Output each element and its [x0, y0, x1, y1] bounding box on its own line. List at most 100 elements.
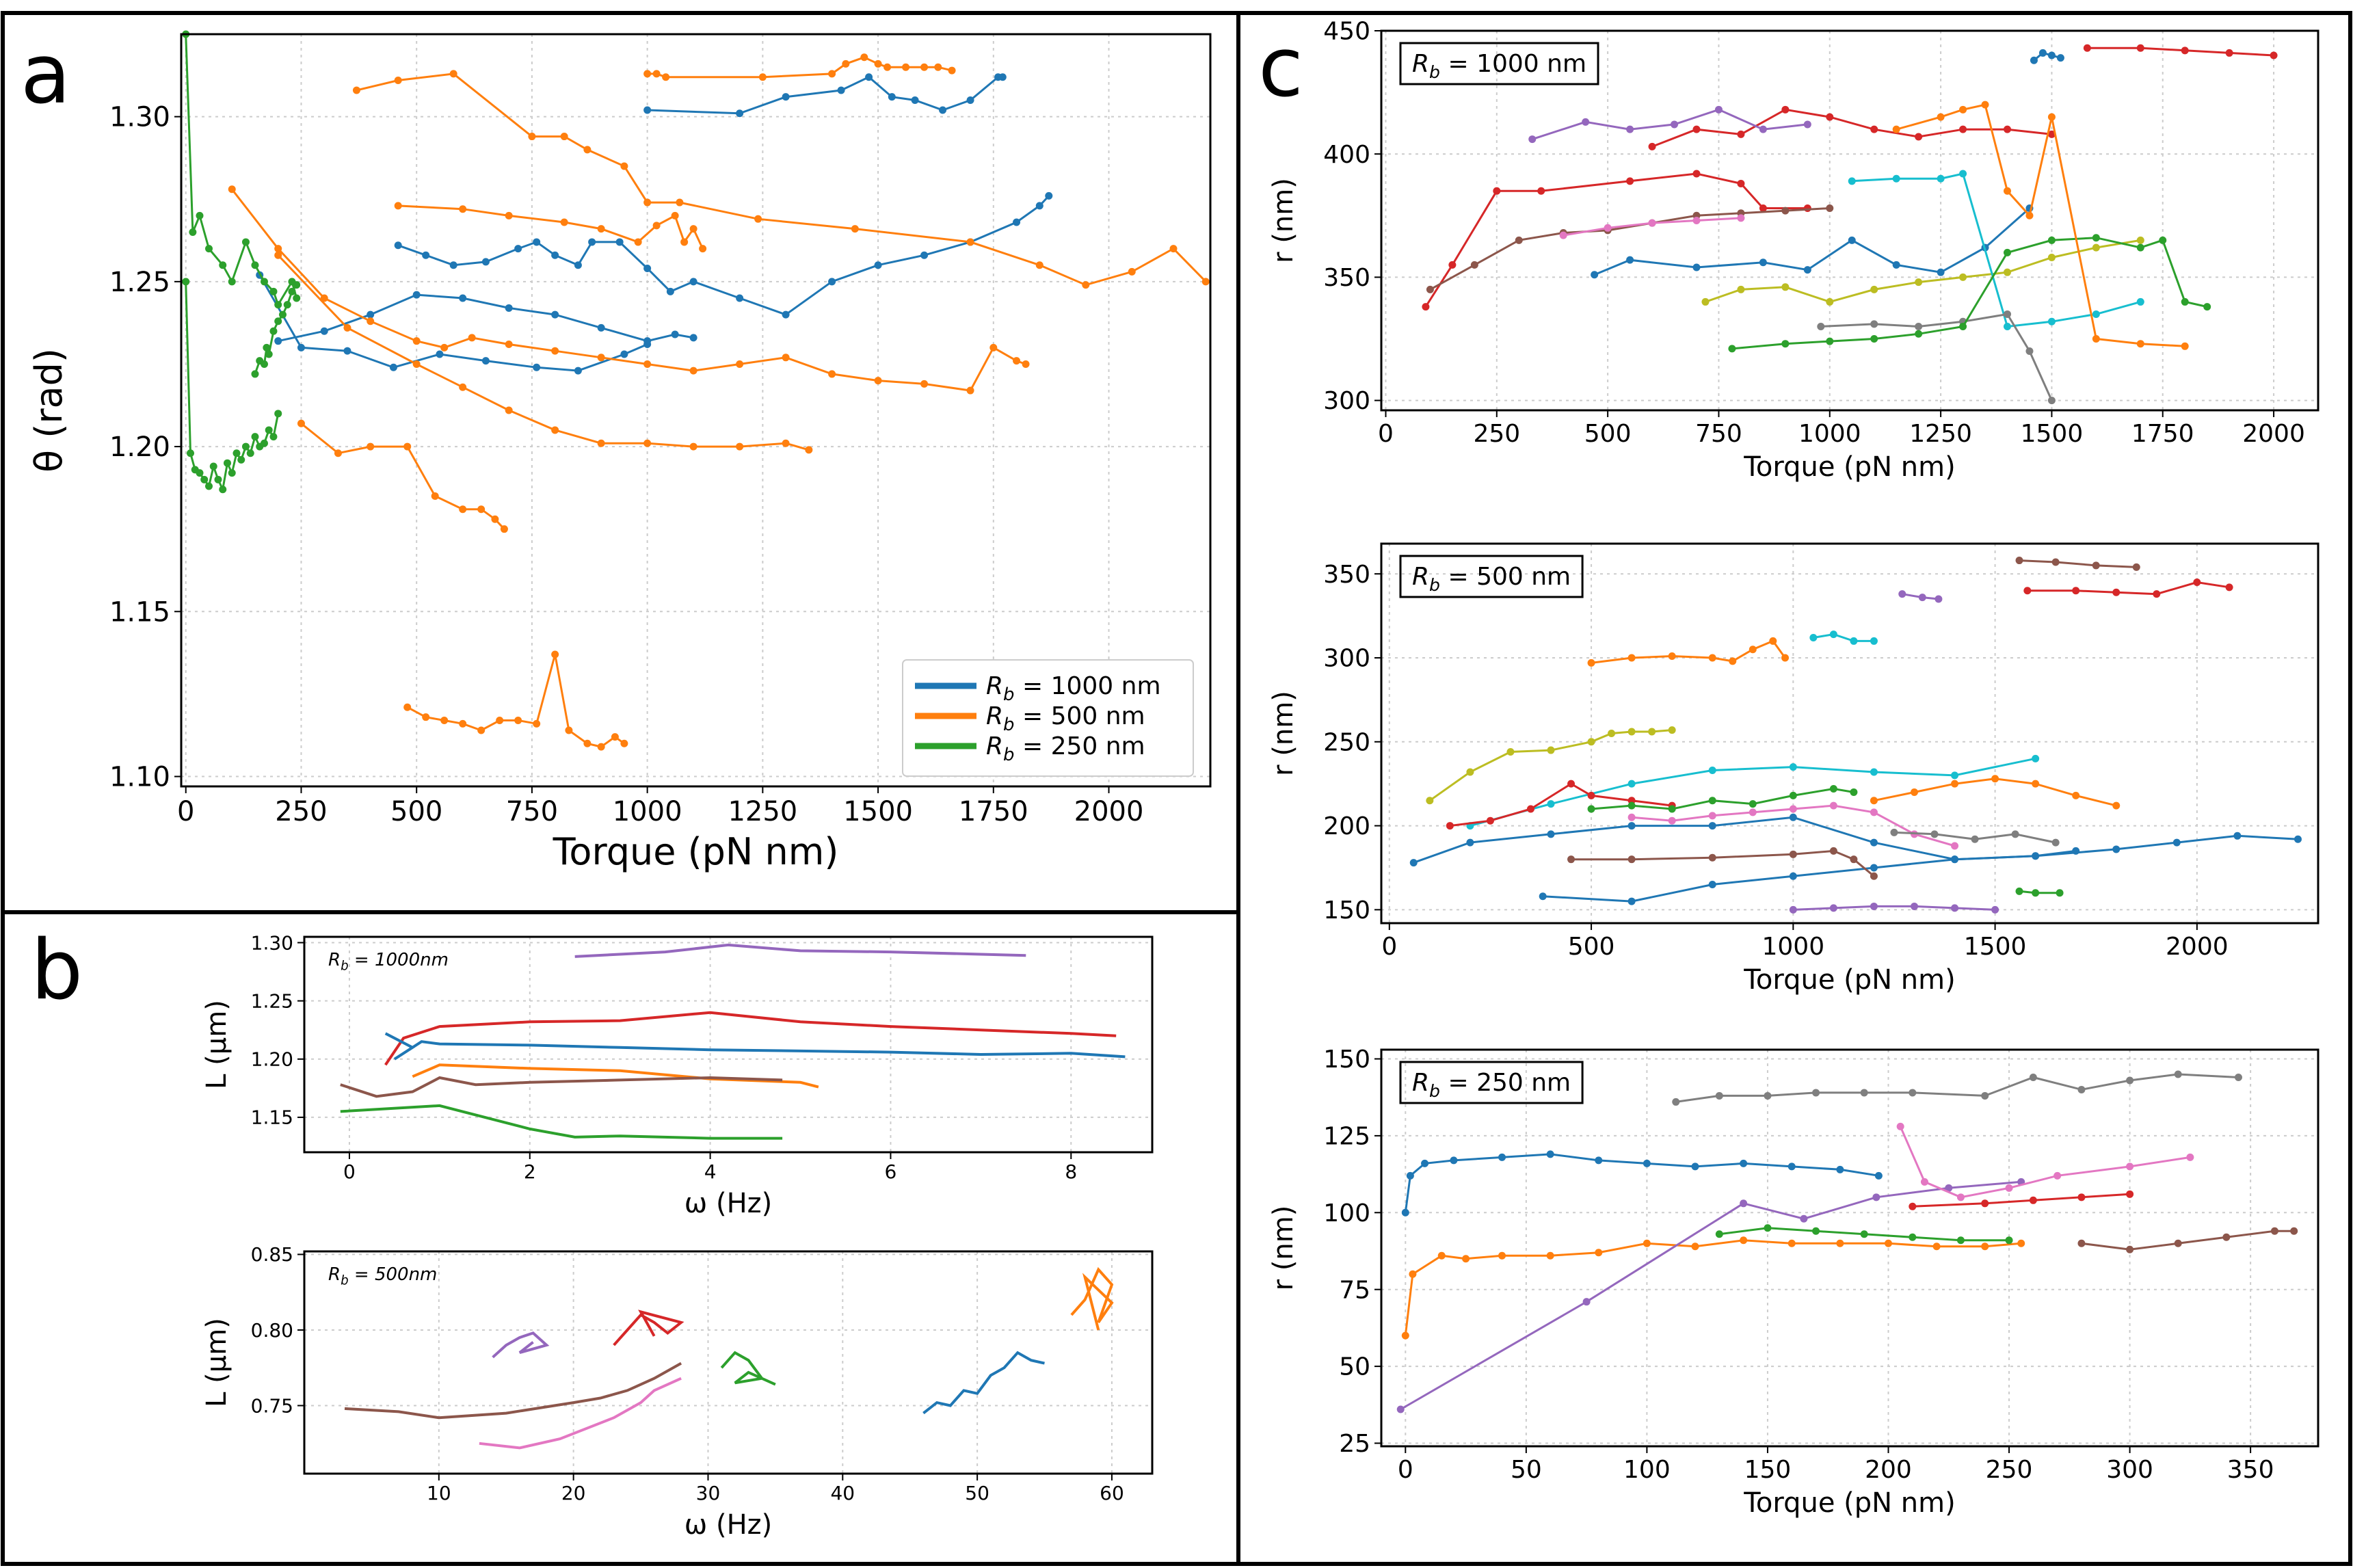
data-point [505, 406, 513, 414]
data-point [1937, 113, 1945, 121]
legend-label: Rb = 250 nm [986, 732, 1145, 765]
series-line-green [340, 1104, 783, 1140]
data-point [260, 278, 268, 286]
data-point [1951, 780, 1959, 788]
data-point [1737, 285, 1745, 293]
rb-tag-subscript: b [341, 1274, 349, 1288]
data-point [352, 86, 360, 94]
data-point [2030, 56, 2038, 64]
data-point [1740, 1199, 1748, 1208]
data-point [689, 442, 697, 451]
data-point [505, 211, 513, 220]
data-point [1789, 763, 1797, 771]
data-point [1870, 872, 1878, 880]
data-point [2126, 1162, 2134, 1171]
data-point [2092, 561, 2100, 570]
data-point [2136, 236, 2144, 244]
data-point [412, 337, 421, 345]
data-point [1547, 800, 1555, 808]
data-point [1789, 791, 1797, 799]
data-point [2038, 49, 2047, 57]
data-point [2047, 236, 2056, 244]
rb-tag-symbol: R [328, 950, 341, 970]
data-point [574, 367, 582, 375]
data-point [2029, 1073, 2037, 1081]
data-point [920, 63, 929, 71]
data-point [1959, 105, 1967, 114]
data-point [459, 294, 467, 302]
data-point [1749, 808, 1757, 816]
rb-tag-box [1399, 42, 1599, 85]
data-point [2047, 254, 2056, 262]
data-point [1800, 1214, 1808, 1223]
rb-tag-value: = 500nm [349, 1264, 438, 1285]
data-point [643, 265, 652, 273]
data-point [209, 462, 217, 470]
data-point [998, 73, 1007, 81]
data-point [1128, 267, 1136, 276]
data-point [1691, 1162, 1699, 1171]
legend-label-value: = 250 nm [1015, 732, 1145, 760]
data-point [1498, 1251, 1506, 1260]
series-line-red [613, 1310, 684, 1346]
data-point [1850, 855, 1858, 864]
data-point [643, 341, 652, 349]
data-point [251, 370, 259, 378]
rb-tag: Rb = 1000 nm [1412, 50, 1586, 82]
data-point [1991, 775, 1999, 783]
data-point [1910, 788, 1918, 796]
legend-label: Rb = 500 nm [986, 702, 1145, 735]
rb-tag-subscript: b [1429, 575, 1440, 595]
x-tick-label: 0 [1378, 420, 1394, 448]
data-point [1582, 1298, 1591, 1306]
data-point [2112, 588, 2121, 596]
rb-tag-value: = 500 nm [1440, 563, 1571, 591]
data-point [1715, 1230, 1723, 1238]
data-point [1627, 654, 1636, 662]
data-point [1546, 1150, 1554, 1158]
x-tick-label: 1500 [2021, 420, 2084, 448]
data-point [1426, 285, 1434, 293]
data-point [477, 505, 486, 514]
data-point [689, 278, 697, 286]
data-point [533, 719, 541, 728]
data-point [689, 225, 697, 233]
y-tick-label: 1.20 [109, 431, 170, 463]
data-point [1401, 1208, 1409, 1217]
data-point [1671, 120, 1679, 129]
x-tick-label: 40 [830, 1482, 855, 1504]
y-tick-label: 25 [1339, 1430, 1370, 1458]
data-point [1764, 1224, 1772, 1232]
data-point [583, 739, 591, 747]
data-point [2270, 51, 2278, 59]
data-point [422, 251, 430, 259]
data-point [805, 446, 813, 454]
data-point [1826, 337, 1834, 345]
data-point [1498, 1153, 1506, 1161]
data-point [1749, 800, 1757, 808]
data-point [1643, 1239, 1651, 1247]
data-point [1870, 768, 1878, 776]
data-point [1848, 177, 1856, 185]
data-point [214, 475, 222, 483]
data-point [1937, 174, 1945, 183]
data-point [1951, 771, 1959, 780]
data-point [1870, 125, 1878, 133]
data-point [2047, 113, 2056, 121]
data-point [1437, 1251, 1446, 1260]
rb-tag: Rb = 500 nm [1412, 563, 1571, 595]
x-tick-label: 2000 [1074, 796, 1144, 827]
data-point [588, 238, 596, 246]
x-tick-label: 500 [1584, 420, 1632, 448]
data-point [2015, 887, 2023, 895]
data-point [837, 86, 845, 94]
data-point [671, 330, 679, 338]
data-point [1627, 822, 1636, 830]
data-point [671, 211, 679, 220]
data-point [1789, 850, 1797, 858]
x-tick-label: 1750 [959, 796, 1028, 827]
data-point [2092, 234, 2100, 242]
data-point [1627, 897, 1636, 905]
x-tick-label: 350 [2227, 1456, 2274, 1484]
data-point [1401, 1331, 1409, 1340]
